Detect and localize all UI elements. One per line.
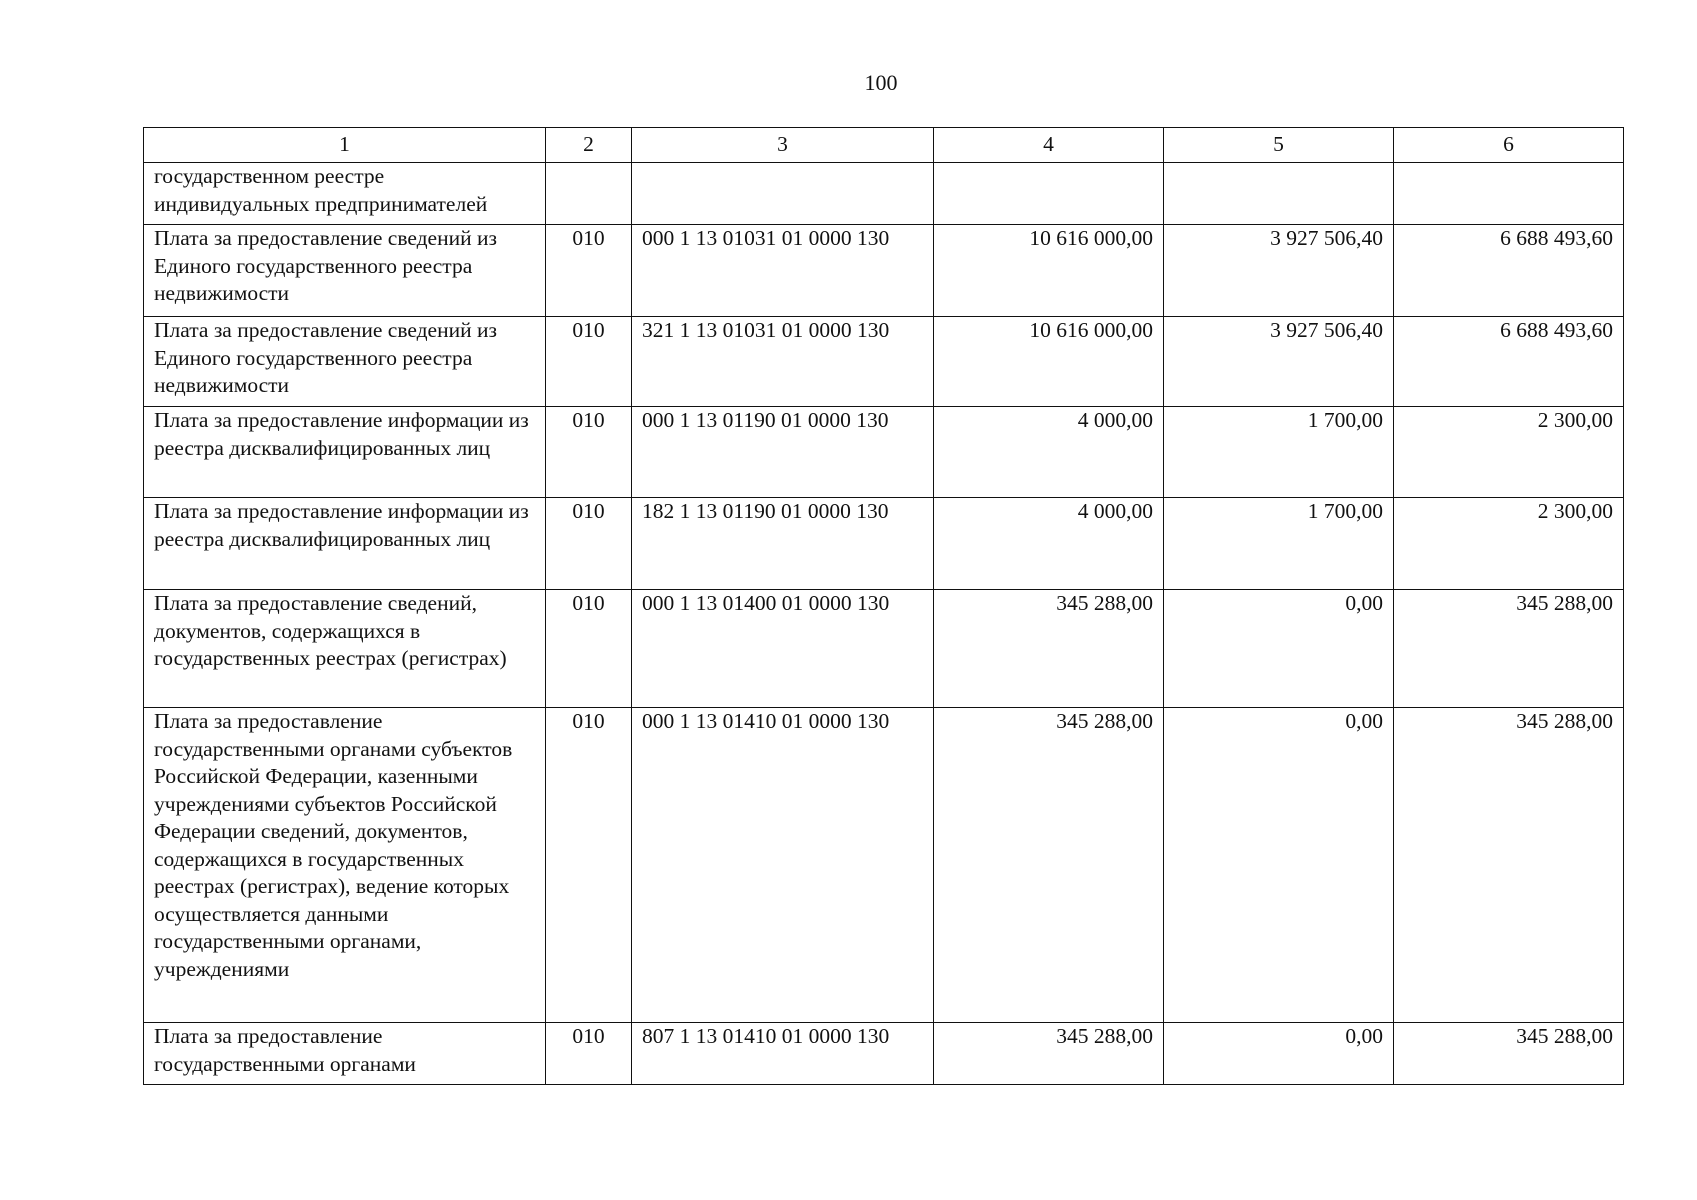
row-executed: 1 700,00 (1163, 497, 1394, 590)
row-executed: 3 927 506,40 (1163, 316, 1394, 407)
column-header: 3 (631, 127, 934, 163)
row-remaining: 2 300,00 (1393, 497, 1624, 590)
row-name: Плата за предоставление сведений, докуме… (143, 589, 546, 708)
row-approved: 10 616 000,00 (933, 316, 1164, 407)
row-code: 010 (545, 589, 632, 708)
row-kbk: 000 1 13 01410 01 0000 130 (631, 707, 934, 1023)
row-kbk: 807 1 13 01410 01 0000 130 (631, 1022, 934, 1085)
row-kbk: 000 1 13 01400 01 0000 130 (631, 589, 934, 708)
page-number: 100 (864, 70, 898, 95)
row-code: 010 (545, 316, 632, 407)
row-approved: 10 616 000,00 (933, 224, 1164, 317)
table-row: Плата за предоставление государственными… (143, 707, 1624, 1023)
column-header: 2 (545, 127, 632, 163)
table-row: Плата за предоставление сведений из Един… (143, 224, 1624, 317)
row-approved: 345 288,00 (933, 589, 1164, 708)
row-approved: 4 000,00 (933, 497, 1164, 590)
row-executed: 1 700,00 (1163, 406, 1394, 498)
row-code: 010 (545, 1022, 632, 1085)
row-approved: 345 288,00 (933, 1022, 1164, 1085)
row-code: 010 (545, 497, 632, 590)
row-executed: 0,00 (1163, 1022, 1394, 1085)
row-approved (933, 162, 1164, 225)
table-row: государственном реестре индивидуальных п… (143, 162, 1624, 225)
row-name: Плата за предоставление государственными… (143, 1022, 546, 1085)
row-remaining: 345 288,00 (1393, 707, 1624, 1023)
row-name: государственном реестре индивидуальных п… (143, 162, 546, 225)
table-row: Плата за предоставление информации из ре… (143, 406, 1624, 498)
column-header: 6 (1393, 127, 1624, 163)
table-row: Плата за предоставление сведений, докуме… (143, 589, 1624, 708)
row-remaining: 2 300,00 (1393, 406, 1624, 498)
row-name: Плата за предоставление государственными… (143, 707, 546, 1023)
row-remaining: 345 288,00 (1393, 1022, 1624, 1085)
table-row: Плата за предоставление сведений из Един… (143, 316, 1624, 407)
row-kbk (631, 162, 934, 225)
row-code: 010 (545, 406, 632, 498)
row-name: Плата за предоставление информации из ре… (143, 497, 546, 590)
row-name: Плата за предоставление сведений из Един… (143, 224, 546, 317)
row-executed (1163, 162, 1394, 225)
column-header: 4 (933, 127, 1164, 163)
row-approved: 345 288,00 (933, 707, 1164, 1023)
row-remaining: 6 688 493,60 (1393, 316, 1624, 407)
row-code: 010 (545, 224, 632, 317)
row-executed: 0,00 (1163, 589, 1394, 708)
row-executed: 3 927 506,40 (1163, 224, 1394, 317)
row-kbk: 000 1 13 01031 01 0000 130 (631, 224, 934, 317)
header-row: 1 2 3 4 5 6 (143, 127, 1624, 163)
budget-table: 1 2 3 4 5 6 государственном реестре инди… (143, 127, 1624, 1085)
row-remaining: 6 688 493,60 (1393, 224, 1624, 317)
row-remaining (1393, 162, 1624, 225)
row-kbk: 321 1 13 01031 01 0000 130 (631, 316, 934, 407)
row-approved: 4 000,00 (933, 406, 1164, 498)
row-code (545, 162, 632, 225)
row-kbk: 182 1 13 01190 01 0000 130 (631, 497, 934, 590)
table-row: Плата за предоставление государственными… (143, 1022, 1624, 1085)
row-kbk: 000 1 13 01190 01 0000 130 (631, 406, 934, 498)
row-remaining: 345 288,00 (1393, 589, 1624, 708)
row-executed: 0,00 (1163, 707, 1394, 1023)
column-header: 5 (1163, 127, 1394, 163)
table-row: Плата за предоставление информации из ре… (143, 497, 1624, 590)
row-name: Плата за предоставление сведений из Един… (143, 316, 546, 407)
column-header: 1 (143, 127, 546, 163)
row-name: Плата за предоставление информации из ре… (143, 406, 546, 498)
row-code: 010 (545, 707, 632, 1023)
